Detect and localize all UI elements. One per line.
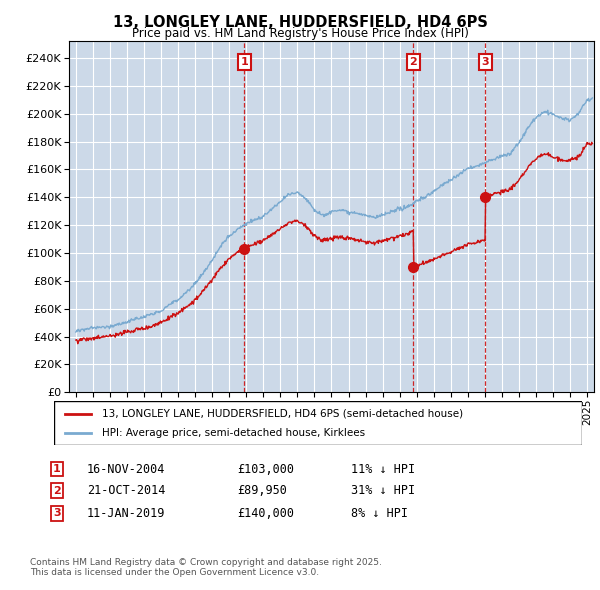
Text: 13, LONGLEY LANE, HUDDERSFIELD, HD4 6PS: 13, LONGLEY LANE, HUDDERSFIELD, HD4 6PS <box>113 15 487 30</box>
Text: £140,000: £140,000 <box>237 507 294 520</box>
Text: 13, LONGLEY LANE, HUDDERSFIELD, HD4 6PS (semi-detached house): 13, LONGLEY LANE, HUDDERSFIELD, HD4 6PS … <box>101 409 463 418</box>
Text: 11% ↓ HPI: 11% ↓ HPI <box>351 463 415 476</box>
Text: 16-NOV-2004: 16-NOV-2004 <box>87 463 166 476</box>
Text: Contains HM Land Registry data © Crown copyright and database right 2025.
This d: Contains HM Land Registry data © Crown c… <box>30 558 382 577</box>
Text: 2: 2 <box>53 486 61 496</box>
Text: 11-JAN-2019: 11-JAN-2019 <box>87 507 166 520</box>
Text: Price paid vs. HM Land Registry's House Price Index (HPI): Price paid vs. HM Land Registry's House … <box>131 27 469 40</box>
Text: £89,950: £89,950 <box>237 484 287 497</box>
Text: 2: 2 <box>409 57 417 67</box>
Text: HPI: Average price, semi-detached house, Kirklees: HPI: Average price, semi-detached house,… <box>101 428 365 438</box>
Text: £103,000: £103,000 <box>237 463 294 476</box>
Text: 1: 1 <box>241 57 248 67</box>
Text: 8% ↓ HPI: 8% ↓ HPI <box>351 507 408 520</box>
Text: 3: 3 <box>482 57 489 67</box>
Text: 1: 1 <box>53 464 61 474</box>
Text: 31% ↓ HPI: 31% ↓ HPI <box>351 484 415 497</box>
Text: 3: 3 <box>53 509 61 518</box>
Text: 21-OCT-2014: 21-OCT-2014 <box>87 484 166 497</box>
